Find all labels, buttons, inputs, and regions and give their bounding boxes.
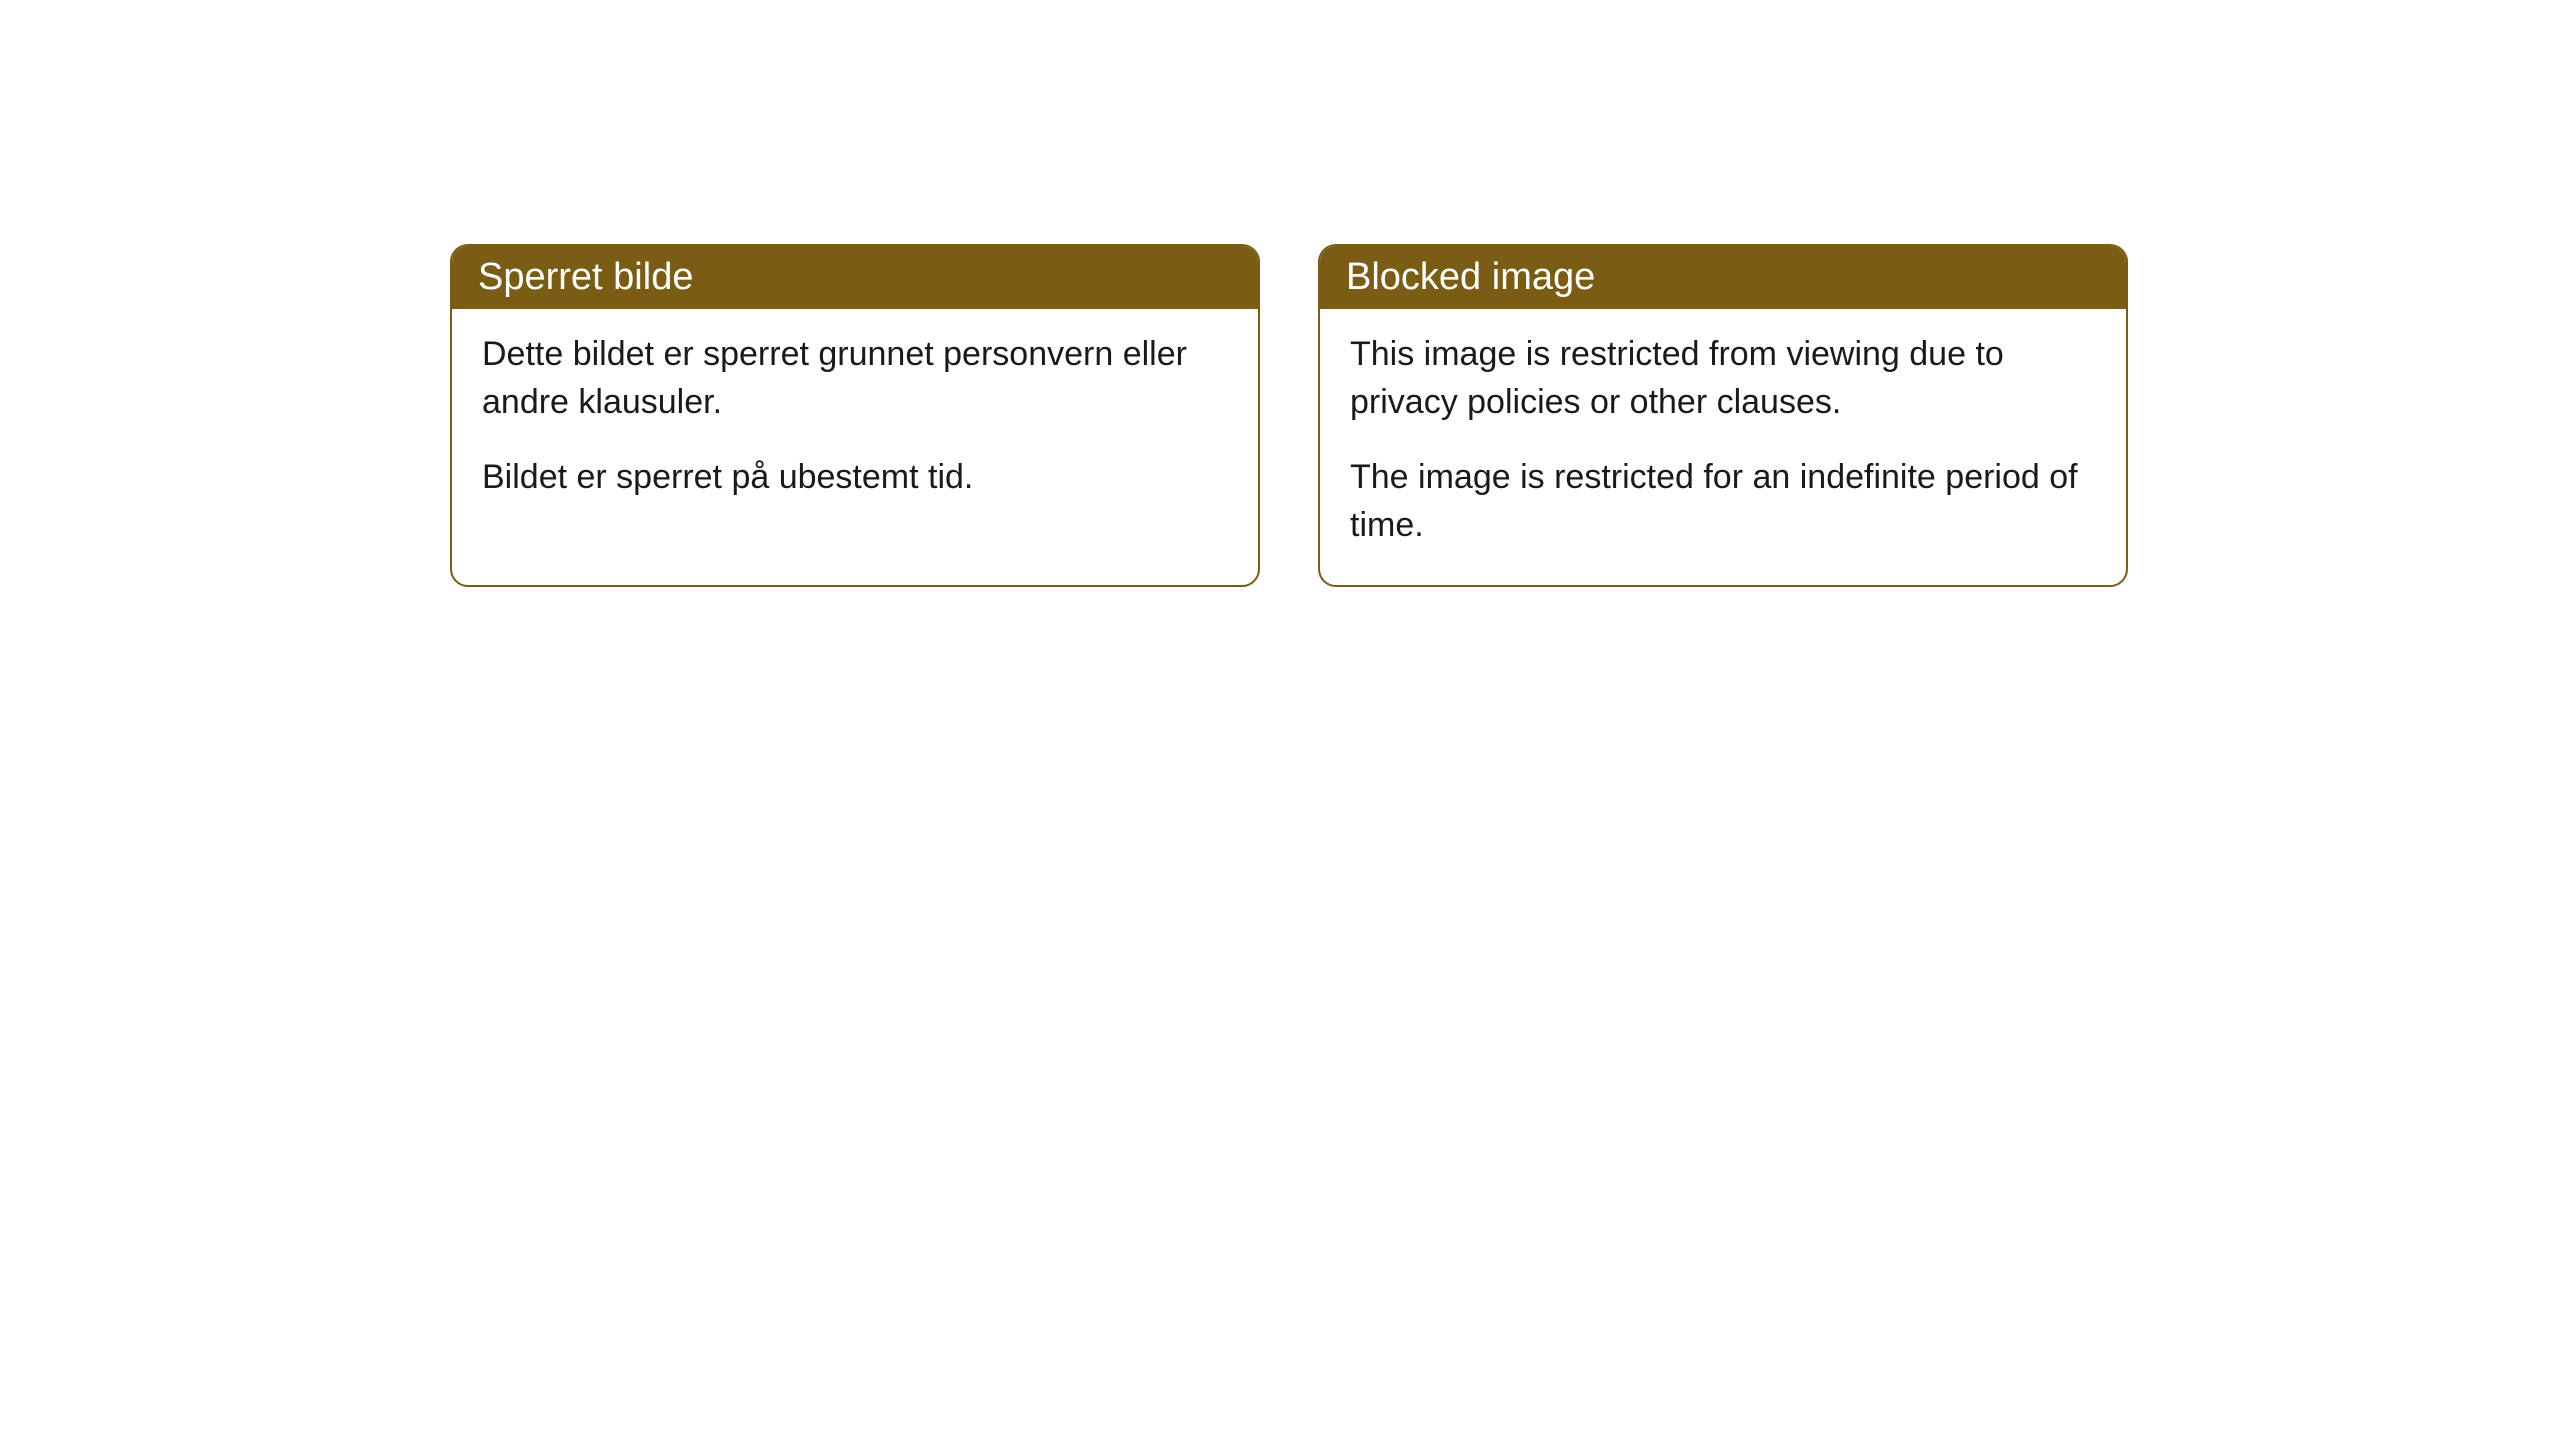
card-text-norwegian-1: Dette bildet er sperret grunnet personve…: [482, 331, 1228, 426]
card-text-english-1: This image is restricted from viewing du…: [1350, 331, 2096, 426]
card-header-english: Blocked image: [1320, 246, 2126, 309]
card-body-english: This image is restricted from viewing du…: [1320, 309, 2126, 585]
card-body-norwegian: Dette bildet er sperret grunnet personve…: [452, 309, 1258, 538]
card-text-norwegian-2: Bildet er sperret på ubestemt tid.: [482, 454, 1228, 502]
card-header-norwegian: Sperret bilde: [452, 246, 1258, 309]
blocked-image-card-norwegian: Sperret bilde Dette bildet er sperret gr…: [450, 244, 1260, 587]
notice-cards-container: Sperret bilde Dette bildet er sperret gr…: [450, 244, 2128, 587]
card-text-english-2: The image is restricted for an indefinit…: [1350, 454, 2096, 549]
blocked-image-card-english: Blocked image This image is restricted f…: [1318, 244, 2128, 587]
